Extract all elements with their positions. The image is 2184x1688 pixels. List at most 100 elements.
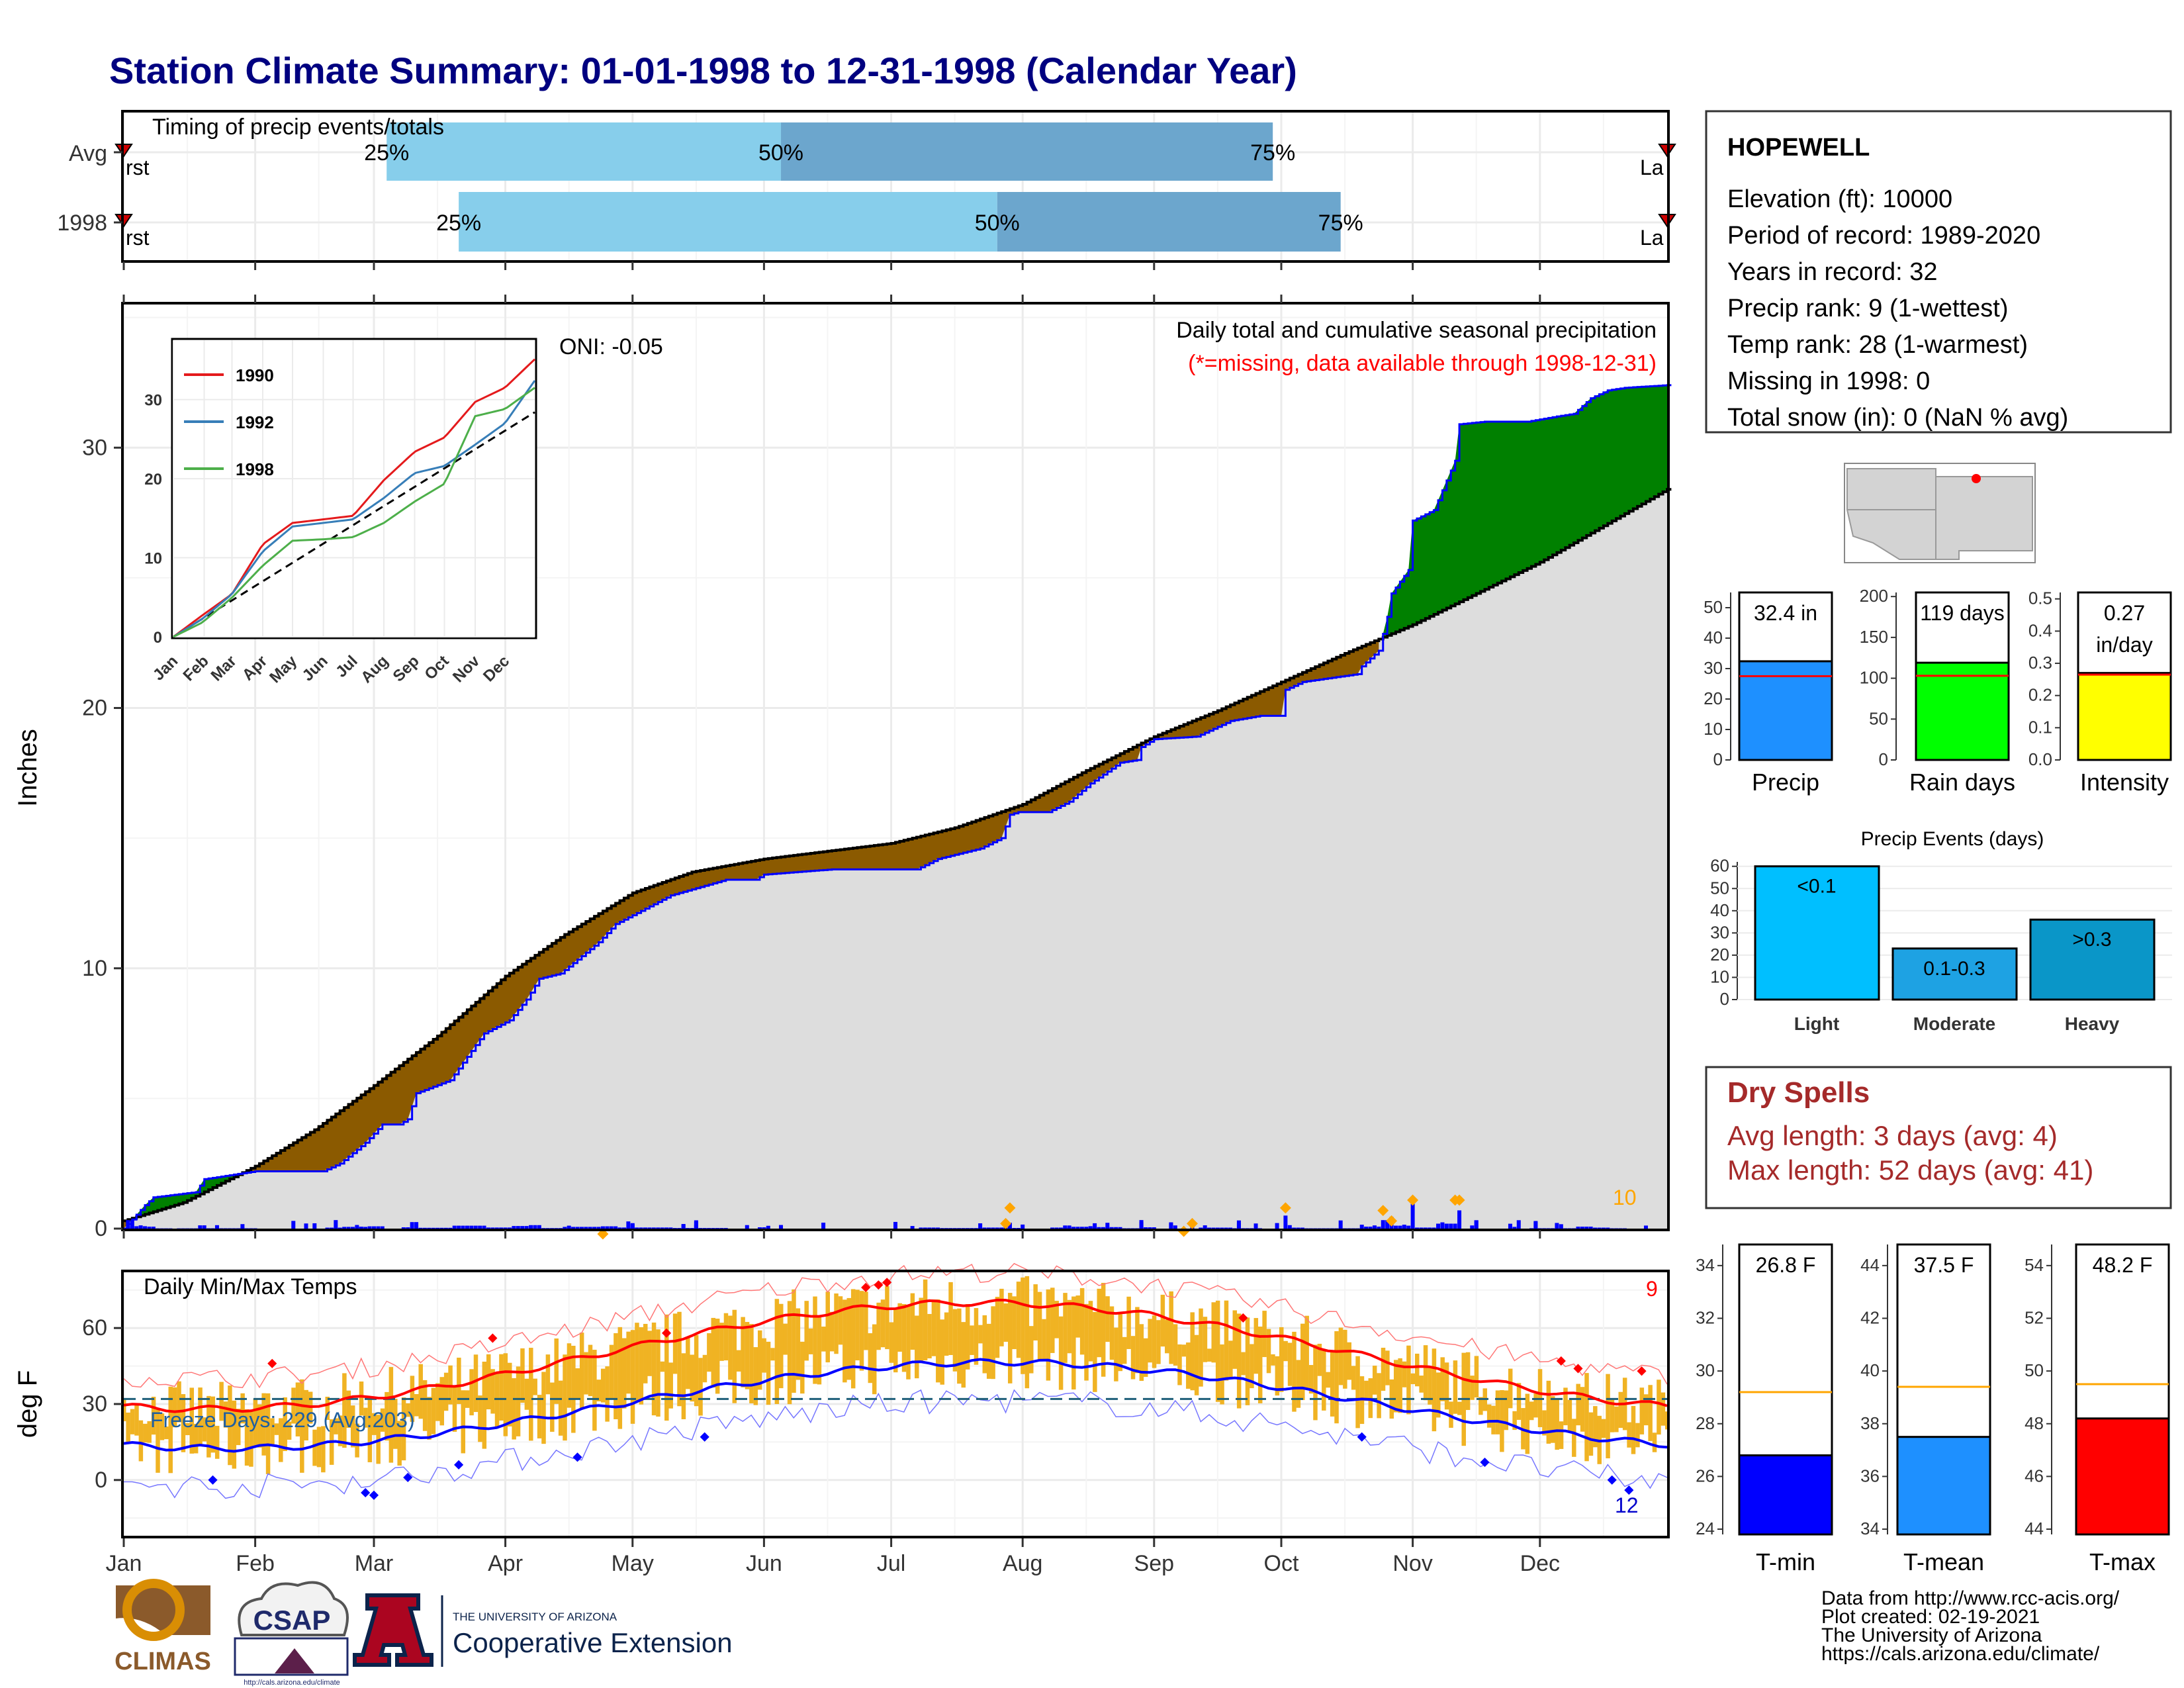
temp-lines — [123, 1262, 1668, 1500]
precip-ytick-label-0: 0 — [95, 1216, 107, 1241]
temp-daily-bar-7 — [147, 1421, 152, 1443]
temp-daily-bar-228 — [1084, 1303, 1089, 1381]
csap-mountain-icon — [275, 1648, 314, 1673]
temp-record-min-marker-2 — [369, 1490, 379, 1500]
temp-daily-bar-91 — [503, 1353, 508, 1436]
temp-daily-bar-35 — [265, 1393, 271, 1474]
temp-summary-t-max-tick-label-1: 46 — [2025, 1466, 2044, 1485]
temp-daily-bar-309 — [1428, 1366, 1432, 1405]
precip-daily-bar-219 — [1050, 1227, 1055, 1229]
month-label-oct: Oct — [1264, 1551, 1299, 1576]
temp-daily-bar-294 — [1364, 1380, 1369, 1401]
precip-daily-bar-140 — [715, 1228, 719, 1229]
temp-daily-bar-218 — [1042, 1319, 1046, 1362]
precip-daily-bar-123 — [643, 1227, 648, 1229]
inset-month-label-10: Nov — [449, 652, 484, 686]
temp-daily-bar-166 — [821, 1327, 826, 1352]
timing-pct-Avg-1: 50% — [758, 140, 803, 165]
temp-daily-bar-43 — [300, 1379, 304, 1473]
precip-daily-bar-small-38 — [1021, 1224, 1025, 1229]
month-label-apr: Apr — [488, 1551, 523, 1576]
precip-daily-bar-211 — [1016, 1228, 1021, 1229]
precip-daily-bar-small-14 — [1516, 1220, 1521, 1229]
temp-daily-bar-334 — [1533, 1393, 1538, 1418]
inset-month-label-4: May — [266, 652, 301, 687]
temp-daily-bar-221 — [1054, 1301, 1059, 1338]
temp-daily-bar-168 — [829, 1311, 835, 1352]
temp-daily-bar-115 — [605, 1366, 610, 1422]
temp-daily-bar-226 — [1075, 1295, 1080, 1338]
temp-daily-bar-184 — [897, 1303, 902, 1352]
temp-daily-bar-288 — [1338, 1327, 1343, 1385]
temp-daily-bar-134 — [686, 1337, 690, 1389]
precip-daily-bar-109 — [584, 1227, 588, 1229]
temp-daily-bar-255 — [1199, 1308, 1203, 1387]
temp-daily-bar-112 — [592, 1350, 597, 1431]
temp-daily-bar-183 — [893, 1307, 898, 1373]
temp-daily-bar-208 — [999, 1288, 1004, 1346]
timing-ticks — [114, 151, 1541, 270]
temp-daily-bar-29 — [240, 1393, 245, 1424]
temp-daily-bar-245 — [1156, 1320, 1161, 1364]
precip-daily-bar-small-32 — [1508, 1223, 1512, 1229]
summary-rain-days-name: Rain days — [1909, 769, 2015, 796]
precip-daily-bar-308 — [1428, 1227, 1432, 1229]
temp-daily-bar-182 — [889, 1322, 894, 1363]
precip-daily-bar-116 — [614, 1226, 618, 1229]
temp-daily-bar-142 — [719, 1323, 724, 1361]
month-label-feb: Feb — [236, 1551, 275, 1576]
temp-summary-t-mean-tick-label-2: 38 — [1860, 1413, 1880, 1433]
temp-daily-bar-138 — [702, 1354, 707, 1383]
temp-record-min-marker-8 — [1480, 1457, 1490, 1468]
precip-daily-bar-48 — [325, 1227, 330, 1229]
temp-daily-bar-363 — [1657, 1380, 1661, 1435]
events-tick-label-50: 50 — [1710, 878, 1729, 898]
temp-daily-bar-125 — [647, 1331, 652, 1376]
summary-rain-days-tick-label-4: 200 — [1860, 586, 1888, 606]
precip-daily-bar-115 — [609, 1226, 614, 1229]
temp-daily-bar-222 — [1058, 1316, 1064, 1390]
precip-daily-bar-344 — [1580, 1227, 1584, 1229]
inset-legend: 1990 1992 1998 — [184, 365, 274, 479]
temp-daily-bar-313 — [1444, 1362, 1449, 1410]
precip-record-marker-8 — [1407, 1194, 1419, 1206]
csap-logo: CSAP http://cals.arizona.edu/climate — [234, 1581, 349, 1687]
summary-intensity-tick-label-5: 0.5 — [2028, 588, 2052, 608]
temp-summary-t-min-tick-label-1: 26 — [1696, 1466, 1715, 1485]
temp-summary-t-max-name: T-max — [2089, 1548, 2156, 1575]
precip-daily-bar-300 — [1393, 1225, 1398, 1229]
ua-cooperative-extension: Cooperative Extension — [453, 1627, 733, 1658]
summary-precip-tick-label-4: 40 — [1704, 628, 1723, 647]
temp-daily-bar-244 — [1152, 1315, 1157, 1368]
temp-daily-bar-21 — [206, 1395, 211, 1458]
precip-daily-bar-129 — [668, 1227, 673, 1229]
station-name: HOPEWELL — [1727, 134, 1870, 162]
temp-daily-bar-246 — [1160, 1294, 1165, 1347]
temp-daily-bar-297 — [1377, 1373, 1381, 1419]
temp-daily-bar-146 — [736, 1350, 741, 1372]
temp-daily-bar-22 — [210, 1396, 216, 1453]
temp-daily-bar-154 — [770, 1348, 775, 1361]
footer-url: https://cals.arizona.edu/climate/ — [1821, 1643, 2100, 1665]
precip-daily-bar-74 — [435, 1227, 440, 1229]
summary-bar-charts: 0 10 20 30 40 50 32.4 in Precip 0 50 100 150 200 119 … — [1704, 586, 2172, 796]
precip-daily-bar-3 — [134, 1226, 139, 1229]
precip-daily-bar-151 — [762, 1227, 766, 1229]
temp-daily-bar-276 — [1287, 1342, 1293, 1386]
inset-ytick-label-20: 20 — [144, 471, 162, 489]
temp-daily-bar-93 — [512, 1378, 516, 1440]
temp-daily-bar-170 — [838, 1296, 843, 1345]
temp-daily-bar-181 — [885, 1286, 889, 1350]
temp-daily-bar-15 — [181, 1394, 186, 1452]
temp-daily-bar-159 — [792, 1289, 796, 1393]
precip-daily-bar-138 — [707, 1228, 711, 1229]
temp-daily-bar-283 — [1317, 1343, 1322, 1376]
precip-record-marker-10 — [1453, 1194, 1465, 1206]
precip-daily-bar-99 — [541, 1228, 546, 1229]
precip-daily-bar-130 — [672, 1228, 677, 1229]
precip-daily-bar-89 — [499, 1227, 504, 1229]
timing-label: Timing of precip events/totals — [152, 115, 444, 140]
temp-daily-bar-364 — [1661, 1392, 1666, 1426]
min-record-count: 12 — [1615, 1493, 1639, 1517]
